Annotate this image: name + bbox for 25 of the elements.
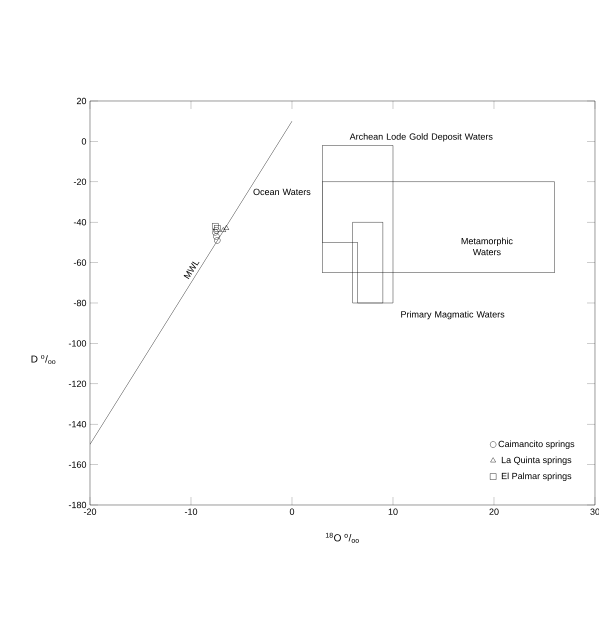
x-tick-label: 20 bbox=[489, 508, 499, 515]
y-tick-label: 20 bbox=[76, 98, 86, 104]
y-tick-label: -100 bbox=[68, 340, 86, 347]
annotation: Ocean Waters bbox=[253, 188, 310, 196]
x-tick-label: -20 bbox=[84, 508, 96, 515]
legend-label: Caimancito springs bbox=[498, 440, 574, 449]
y-tick-label: -160 bbox=[68, 461, 86, 468]
x-tick-label: -10 bbox=[184, 508, 198, 515]
y-tick-label: 0 bbox=[82, 138, 86, 145]
annotation: Metamorphic Waters bbox=[462, 238, 513, 256]
legend-label: La Quinta springs bbox=[502, 456, 572, 465]
annotation: Archean Lode Gold Deposit Waters bbox=[350, 133, 493, 142]
y-tick-label: -140 bbox=[68, 421, 86, 428]
y-tick-label: -40 bbox=[74, 219, 86, 226]
y-tick-label: -60 bbox=[74, 259, 86, 266]
annotation: Primary Magmatic Waters bbox=[401, 310, 504, 320]
y-tick-label: -80 bbox=[74, 300, 86, 306]
y-axis-title: D $^{o}$/$_{oo}$ bbox=[32, 355, 56, 364]
y-tick-label: -120 bbox=[68, 380, 86, 387]
x-tick-label: 10 bbox=[388, 508, 398, 515]
x-tick-label: 0 bbox=[290, 508, 294, 515]
x-axis-title: $^{18}$O $^{o}$/$_{oo}$ bbox=[326, 532, 359, 543]
y-tick-label: -20 bbox=[74, 178, 86, 185]
legend-label: El Palmar springs bbox=[502, 472, 572, 481]
y-tick-label: -180 bbox=[68, 502, 86, 508]
